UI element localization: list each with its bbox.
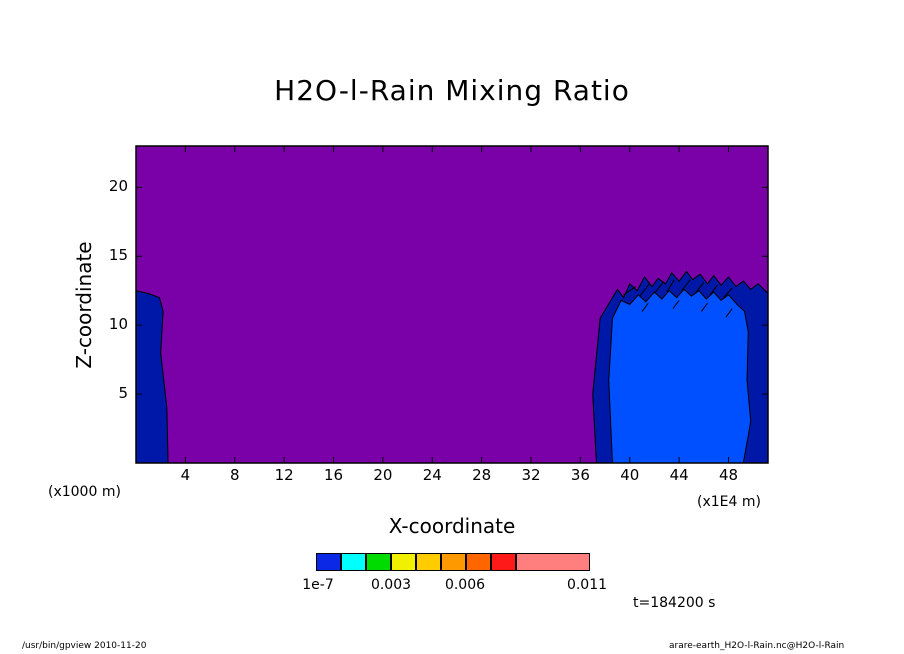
colorbar-swatch [366,553,391,571]
contour-streak-0 [623,286,637,296]
x-tick-label: 40 [620,466,640,484]
x-tick-label: 32 [521,466,541,484]
contour-streak-2 [654,282,664,294]
footer-right: arare-earth_H2O-l-Rain.nc@H2O-l-Rain [669,641,845,651]
contour-streak-7 [723,287,733,298]
colorbar-label: 0.003 [370,577,412,593]
x-tick-label: 4 [180,466,191,484]
footer-left: /usr/bin/gpview 2010-11-20 [22,641,147,651]
y-unit-label: (x1000 m) [48,484,121,500]
colorbar-label: 0.011 [566,577,608,593]
x-tick-label: 36 [570,466,590,484]
colorbar-label: 0.006 [444,577,486,593]
contour-streak-4 [681,279,691,292]
contour-streak-5 [694,282,705,294]
time-label: t=184200 s [633,595,716,611]
x-tick-label: 16 [323,466,344,484]
colorbar-label: 1e-7 [302,577,334,593]
contour-streak-11 [725,308,733,318]
colorbar-swatch [316,553,341,571]
contour-streak-9 [672,300,680,309]
x-tick-label: 8 [229,466,240,484]
contour-streak-10 [700,302,708,312]
contour-region-left [135,290,169,464]
contour-region-right-inner [608,288,752,464]
contour-streak-1 [639,283,650,297]
x-tick-label: 24 [422,466,442,484]
colorbar-swatch [516,553,590,571]
colorbar-swatch [391,553,416,571]
colorbar-swatch [416,553,441,571]
x-axis-label: X-coordinate [388,514,516,538]
chart-title: H2O-l-Rain Mixing Ratio [274,74,630,107]
contour-streak-8 [641,302,649,312]
colorbar-swatch [491,553,516,571]
y-tick-label: 5 [118,384,128,403]
contour-streak-6 [709,284,718,296]
colorbar-swatch [341,553,366,571]
plot-frame [135,145,769,464]
x-tick-label: 20 [373,466,393,484]
y-tick-label: 15 [108,246,128,265]
contour-streak-3 [666,279,675,293]
y-tick-label: 20 [108,177,128,196]
y-tick-label: 10 [108,315,128,334]
x-tick-label: 44 [669,466,689,484]
colorbar-swatch [441,553,466,571]
x-tick-label: 28 [472,466,492,484]
colorbar-swatch [466,553,491,571]
x-tick-label: 48 [718,466,739,484]
x-tick-label: 12 [274,466,294,484]
x-unit-label: (x1E4 m) [697,494,761,510]
